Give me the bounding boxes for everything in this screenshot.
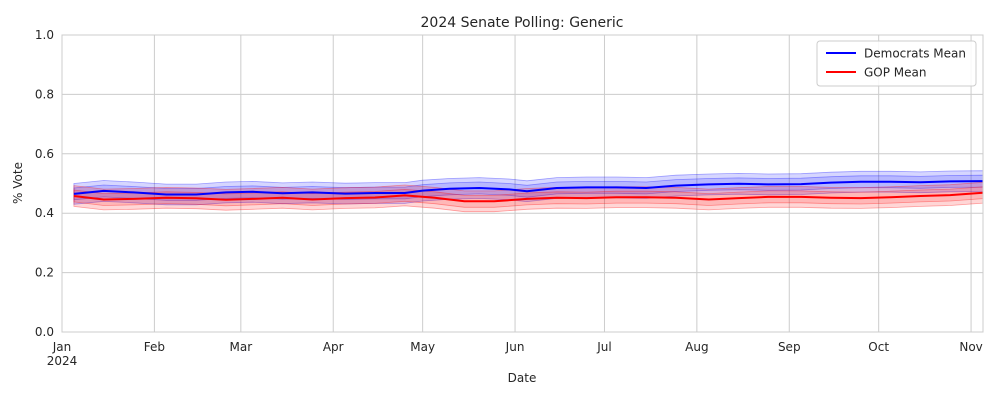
y-tick-label: 0.4 [35, 206, 54, 220]
legend-label-gop: GOP Mean [864, 66, 927, 80]
x-tick-label: Jan [52, 340, 72, 354]
x-tick-label: Sep [778, 340, 801, 354]
y-axis-label: % Vote [11, 162, 25, 204]
plot-frame [61, 34, 984, 333]
x-tick-label: Jul [596, 340, 611, 354]
x-tick-label: May [410, 340, 435, 354]
y-tick-label: 0.0 [35, 325, 54, 339]
x-tick-label: Nov [959, 340, 982, 354]
x-axis-label: Date [508, 371, 537, 385]
y-tick-label: 0.2 [35, 266, 54, 280]
legend: Democrats Mean GOP Mean [816, 40, 977, 87]
y-tick-label: 0.8 [35, 87, 54, 101]
x-tick-label: Apr [323, 340, 344, 354]
confidence-bands [73, 170, 984, 213]
x-tick-label: Feb [144, 340, 165, 354]
legend-box [816, 40, 977, 87]
x-tick-label: Oct [868, 340, 889, 354]
series-lines [73, 180, 984, 203]
y-tick-labels: 0.0 0.2 0.4 0.6 0.8 1.0 [35, 28, 54, 339]
chart-title: 2024 Senate Polling: Generic [421, 15, 624, 31]
x-tick-sublabel: 2024 [47, 354, 78, 368]
legend-label-democrats: Democrats Mean [864, 47, 966, 61]
x-tick-label: Jun [505, 340, 525, 354]
x-tick-label: Mar [230, 340, 253, 354]
gop-mean-line [73, 191, 984, 203]
y-tick-label: 1.0 [35, 28, 54, 42]
x-tick-label: Aug [685, 340, 708, 354]
democrats-mean-line [73, 180, 984, 196]
y-tick-label: 0.6 [35, 147, 54, 161]
